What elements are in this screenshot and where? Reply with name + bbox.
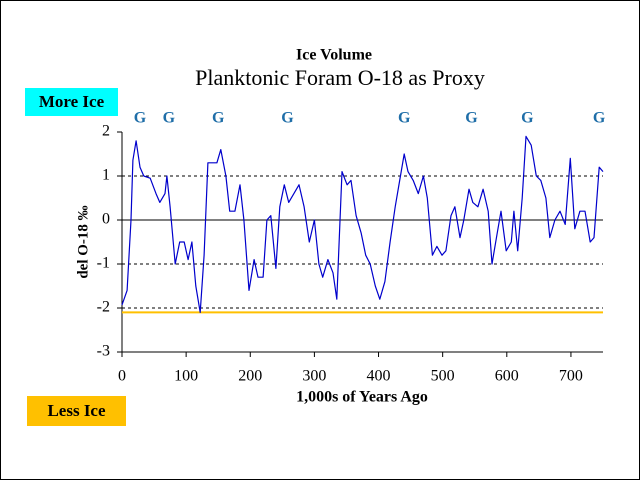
annotation-text: Less Ice [47,401,106,420]
x-tick-label: 700 [559,368,583,385]
x-tick-label: 400 [367,368,391,385]
y-tick-label: -1 [97,255,110,272]
x-tick-label: 600 [495,368,519,385]
y-tick-label: 0 [102,211,110,228]
glacial-marker: G [521,110,534,127]
x-axis-label: 1,000s of Years Ago [296,389,428,406]
glacial-marker: G [163,110,176,127]
chart-subtitle: Planktonic Foram O-18 as Proxy [195,65,485,90]
x-tick-label: 300 [302,368,326,385]
data-line [121,135,604,313]
glacial-marker: G [465,110,478,127]
x-tick-label: 200 [238,368,262,385]
y-tick-label: 2 [102,123,110,140]
x-tick-label: 0 [118,368,126,385]
y-tick-label: -2 [97,299,110,316]
y-axis-label: del O-18 ‰ [75,205,91,278]
glacial-marker: G [134,110,147,127]
x-tick-label: 100 [174,368,198,385]
annotation-text: More Ice [39,92,105,111]
glacial-marker: G [212,110,225,127]
glacial-marker: G [281,110,294,127]
annotation-box [27,396,126,426]
glacial-marker: G [398,110,411,127]
y-tick-label: -3 [97,343,110,360]
chart-title: Ice Volume [296,47,372,64]
annotation-box [25,88,118,116]
x-tick-label: 500 [431,368,455,385]
y-tick-label: 1 [102,167,110,184]
glacial-marker: G [593,110,606,127]
